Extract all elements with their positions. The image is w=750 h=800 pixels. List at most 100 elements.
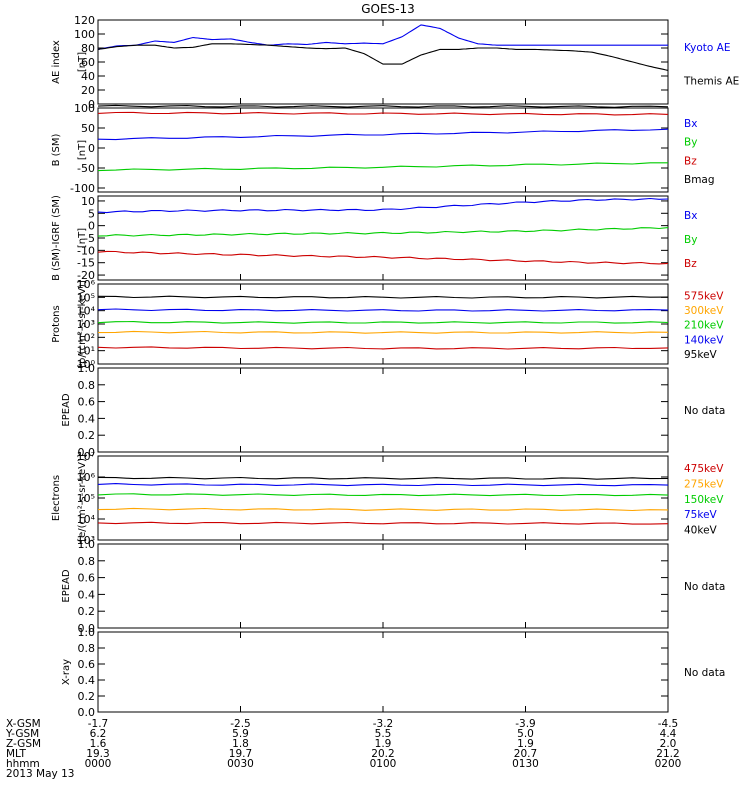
series-line-bz xyxy=(97,111,669,116)
ephemeris-value: 5.0 xyxy=(517,728,534,740)
y-tick-label: -10 xyxy=(77,244,95,257)
legend-label: 75keV xyxy=(684,509,718,521)
legend-label: 300keV xyxy=(684,305,724,317)
panel-frame xyxy=(97,543,669,629)
y-axis-label: B (SM) [nT] xyxy=(51,133,88,166)
series-line-bx xyxy=(97,197,669,214)
y-axis-label: EPEAD xyxy=(61,393,72,427)
y-tick-label: 0 xyxy=(88,220,95,233)
y-tick-label: 50 xyxy=(81,122,95,135)
series-line-by xyxy=(97,227,669,237)
y-tick-label: 20 xyxy=(81,84,95,97)
ephemeris-value: 1.6 xyxy=(90,738,107,750)
series-line-210kev xyxy=(97,321,669,324)
panel-frame xyxy=(97,19,669,105)
ephemeris-value: 21.2 xyxy=(656,748,679,760)
y-tick-label: 100 xyxy=(74,28,95,41)
y-axis-label: EPEAD xyxy=(61,569,72,603)
y-tick-label: 0.2 xyxy=(78,690,96,703)
y-tick-label: 120 xyxy=(74,14,95,27)
ephemeris-row-label: X-GSM xyxy=(6,718,41,730)
panel-frame xyxy=(97,631,669,713)
ephemeris-value: 4.4 xyxy=(660,728,677,740)
series-line-themis-ae xyxy=(97,43,669,71)
no-data-label: No data xyxy=(684,581,725,593)
y-tick-label: 1.0 xyxy=(78,626,96,639)
y-tick-label: 80 xyxy=(81,42,95,55)
ephemeris-value: 1.9 xyxy=(517,738,534,750)
no-data-label: No data xyxy=(684,405,725,417)
panel-frame xyxy=(97,195,669,281)
y-tick-label: 0.0 xyxy=(78,446,96,459)
ephemeris-value: 19.7 xyxy=(229,748,252,760)
y-tick-label: 10 xyxy=(81,195,95,208)
ephemeris-value: 5.5 xyxy=(375,728,392,740)
y-tick-label: 0.8 xyxy=(78,555,96,568)
panel-bsm: -100 -50 0 50 100 B (SM) [nT] Bx By Bz Bmag xyxy=(51,102,715,195)
y-tick-label: 0.2 xyxy=(78,429,96,442)
series-line-75kev xyxy=(97,483,669,487)
y-tick-label: 0.6 xyxy=(78,572,96,585)
series-line-bmag xyxy=(97,104,669,108)
y-tick-label: -100 xyxy=(70,182,95,195)
panel-epead1: 0.0 0.2 0.4 0.6 0.8 1.0 EPEAD No data xyxy=(61,362,725,459)
ephemeris-value: 20.2 xyxy=(371,748,394,760)
legend-label: 475keV xyxy=(684,463,724,475)
ephemeris-value: 5.9 xyxy=(232,728,249,740)
ephemeris-value: 1.9 xyxy=(375,738,392,750)
y-tick-label: 5 xyxy=(88,207,95,220)
legend-label: 40keV xyxy=(684,524,718,536)
series-line-kyoto-ae xyxy=(97,24,668,50)
legend-label: Kyoto AE xyxy=(684,42,730,54)
legend-label: Bz xyxy=(684,258,697,270)
y-tick-label: 10⁵ xyxy=(77,291,95,304)
y-tick-label: 10³ xyxy=(77,534,95,547)
y-tick-label: 10⁶ xyxy=(77,278,96,291)
y-tick-label: 100 xyxy=(74,102,95,115)
y-axis-label: AE index [nT] xyxy=(51,40,88,84)
series-line-40kev xyxy=(97,476,669,480)
plot-title: GOES-13 xyxy=(361,2,415,16)
y-tick-label: 40 xyxy=(81,70,95,83)
ephemeris-value: 0200 xyxy=(655,758,682,770)
legend-label: 575keV xyxy=(684,291,724,303)
y-tick-label: -50 xyxy=(77,162,95,175)
y-tick-label: 0.4 xyxy=(78,412,96,425)
y-tick-label: 10⁶ xyxy=(77,471,96,484)
panel-xray: 0.0 0.2 0.4 0.6 0.8 1.0 X-ray No data xyxy=(61,626,725,719)
y-tick-label: 0.8 xyxy=(78,642,96,655)
ephemeris-value: 0130 xyxy=(512,758,539,770)
panel-frame xyxy=(97,283,669,365)
series-line-150kev xyxy=(97,493,669,497)
y-axis-label: Electrons [e/(cm²-s-sr-keV)] xyxy=(51,454,88,542)
legend-label: Bz xyxy=(684,155,697,167)
series-line-bz xyxy=(97,250,669,265)
y-tick-label: 10⁴ xyxy=(77,513,96,526)
series-line-300kev xyxy=(97,330,669,334)
series-line-140kev xyxy=(97,308,669,312)
ephemeris-row-label: MLT xyxy=(6,748,26,760)
legend-label: Bx xyxy=(684,118,697,130)
y-tick-label: 10³ xyxy=(77,318,95,331)
y-tick-label: 0.8 xyxy=(78,379,96,392)
ephemeris-value: -4.5 xyxy=(658,718,679,730)
y-tick-label: 10⁵ xyxy=(77,492,95,505)
series-line-by xyxy=(97,162,668,172)
y-tick-label: 0.4 xyxy=(78,588,96,601)
legend-label: Bx xyxy=(684,210,697,222)
y-tick-label: 60 xyxy=(81,56,95,69)
y-tick-label: 0.2 xyxy=(78,605,96,618)
y-tick-label: 10² xyxy=(77,331,95,344)
y-axis-label: X-ray xyxy=(61,659,72,685)
y-axis-label: B (SM)-IGRF (SM) [nT] xyxy=(51,195,88,281)
ephemeris-value: 6.2 xyxy=(90,728,107,740)
ephemeris-value: 0030 xyxy=(227,758,254,770)
legend-label: 150keV xyxy=(684,494,724,506)
y-tick-label: 1.0 xyxy=(78,538,96,551)
ephemeris-value: -3.2 xyxy=(373,718,394,730)
panel-frame xyxy=(97,367,669,453)
